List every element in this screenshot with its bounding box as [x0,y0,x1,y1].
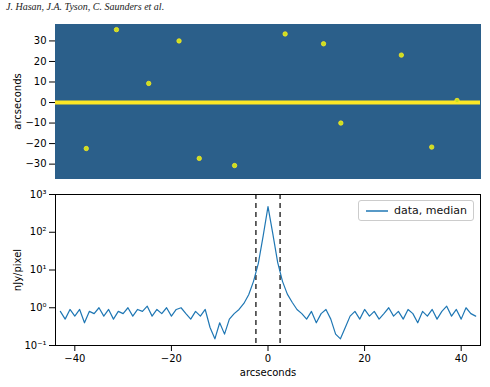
svg-text:10²: 10² [30,226,47,237]
svg-text:−20: −20 [161,353,182,364]
svg-text:−10: −10 [25,117,46,128]
svg-text:10⁻¹: 10⁻¹ [24,340,46,351]
svg-text:20: 20 [358,353,371,364]
svg-text:20: 20 [34,56,47,67]
svg-text:10¹: 10¹ [30,264,47,275]
svg-text:10: 10 [34,76,47,87]
svg-text:0: 0 [265,353,271,364]
svg-text:nJy/pixel: nJy/pixel [12,249,23,291]
svg-text:−30: −30 [25,158,46,169]
svg-text:arcseconds: arcseconds [240,367,296,378]
svg-text:arcseconds: arcseconds [12,73,23,129]
svg-text:40: 40 [455,353,468,364]
svg-text:30: 30 [34,35,47,46]
svg-text:10⁰: 10⁰ [30,302,47,313]
svg-text:−20: −20 [25,138,46,149]
svg-text:0: 0 [40,97,46,108]
html-text:data, median: data, median [394,204,467,217]
svg-text:10³: 10³ [30,189,47,200]
svg-text:−40: −40 [64,353,85,364]
html-text:J. Hasan, J.A. Tyson, C. Saund: J. Hasan, J.A. Tyson, C. Saunders et al. [6,1,165,12]
